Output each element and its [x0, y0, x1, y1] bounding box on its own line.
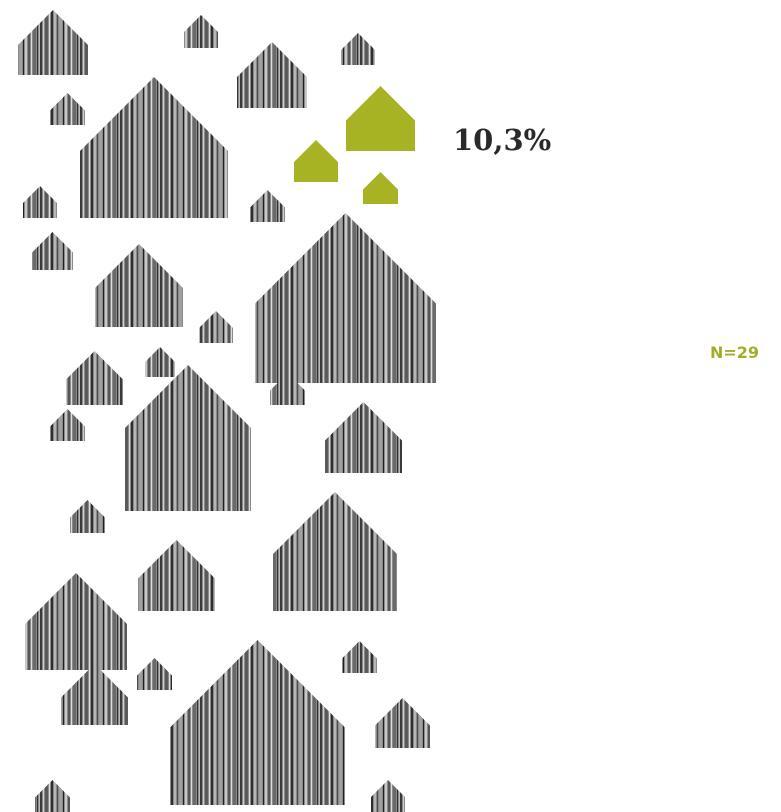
house — [237, 42, 307, 108]
house — [23, 186, 57, 218]
highlighted-house — [294, 140, 338, 182]
house — [170, 640, 345, 805]
house — [32, 232, 73, 270]
house — [371, 780, 405, 812]
house — [70, 500, 105, 533]
sample-size: N=29 — [710, 343, 759, 362]
house — [95, 244, 183, 327]
highlight-percentage: 10,3% — [453, 123, 551, 157]
house — [50, 409, 85, 441]
house — [250, 190, 285, 222]
house — [138, 540, 215, 611]
house — [341, 33, 375, 65]
house — [375, 698, 430, 748]
house — [18, 10, 88, 75]
house — [273, 492, 397, 611]
house — [61, 664, 128, 725]
highlighted-house — [363, 172, 398, 204]
house — [66, 351, 123, 405]
house — [184, 15, 218, 48]
house — [137, 658, 172, 690]
house-icons — [18, 10, 436, 812]
house — [125, 365, 251, 511]
house — [325, 402, 402, 473]
house — [35, 780, 70, 812]
highlighted-house — [346, 86, 415, 151]
house — [50, 93, 85, 125]
house — [199, 311, 233, 343]
house — [255, 213, 436, 383]
house — [145, 347, 175, 377]
house — [342, 641, 377, 673]
house — [25, 573, 127, 670]
house — [270, 373, 305, 405]
house — [80, 77, 228, 218]
